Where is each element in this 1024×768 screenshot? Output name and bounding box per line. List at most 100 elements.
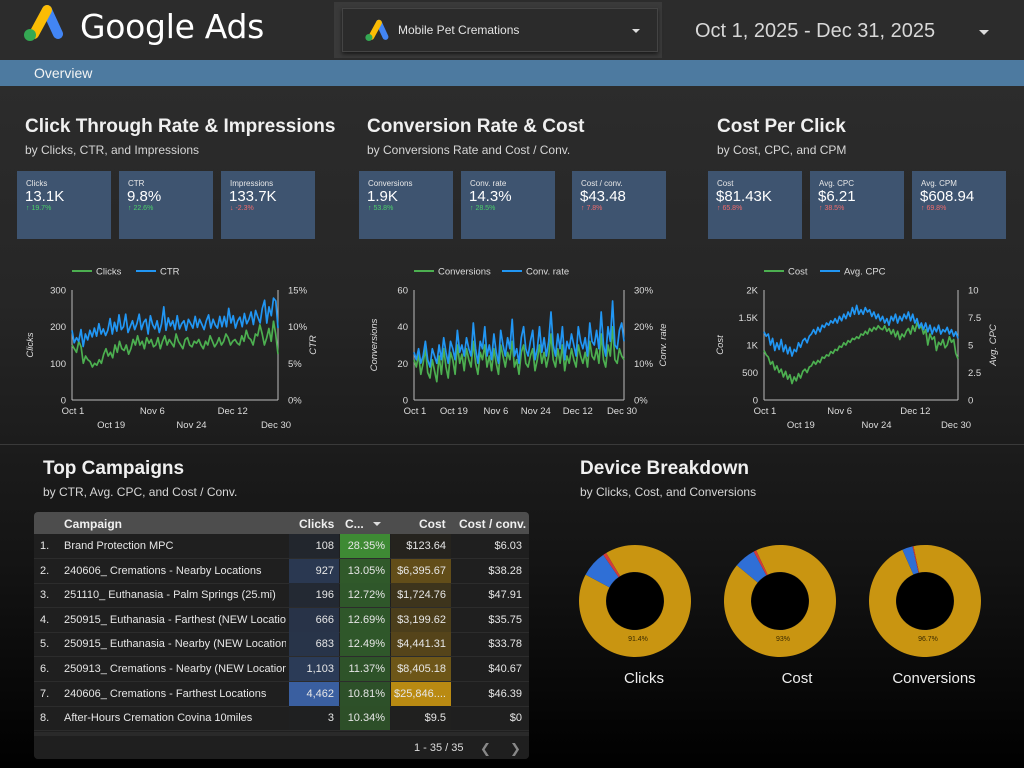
pagination-label: 1 - 35 / 35 [414, 742, 464, 754]
series-line-conv-rate[interactable] [413, 300, 625, 368]
cost-value: $123.64 [391, 534, 451, 558]
row-number: 5. [40, 638, 50, 651]
column-header-campaign[interactable]: Campaign [64, 517, 123, 531]
series-line-cost[interactable] [763, 322, 959, 385]
y-left-tick-label: 1K [746, 341, 758, 352]
cost-per-conv-value: $35.75 [488, 613, 522, 626]
donut-slice[interactable] [869, 545, 981, 657]
donut-slice[interactable] [736, 551, 767, 583]
row-number: 7. [40, 687, 50, 700]
kpi-card-impressions: Impressions 133.7K ↓ -2.3% [221, 171, 315, 239]
cost-per-conv-value: $38.28 [488, 564, 522, 577]
tab-overview[interactable]: Overview [34, 65, 93, 81]
legend-label[interactable]: Conv. rate [526, 267, 569, 278]
series-line-conversions[interactable] [413, 325, 625, 383]
donut-hole [606, 572, 664, 630]
donut-slice[interactable] [585, 554, 619, 588]
clicks-device-donut: 91.4% [579, 545, 691, 657]
donut-slice[interactable] [753, 550, 768, 576]
donut-slice[interactable] [579, 545, 691, 657]
y-right-tick-label: 10% [288, 322, 308, 333]
column-header-clicks[interactable]: Clicks [299, 517, 335, 531]
table-row[interactable]: 7. 240606_ Cremations - Farthest Location… [34, 681, 529, 707]
y-right-tick-label: 20% [634, 322, 654, 333]
clicks-value: 4,462 [289, 681, 339, 706]
table-row[interactable]: 5. 250915_ Euthanasia - Nearby (NEW Locat… [34, 632, 529, 658]
campaign-name: Brand Protection MPC [64, 540, 174, 552]
date-range-chevron-down-icon[interactable] [979, 30, 989, 35]
account-selector[interactable]: Mobile Pet Cremations [342, 8, 658, 52]
x-tick-label: Dec 30 [261, 420, 291, 431]
x-tick-label: Nov 6 [827, 406, 852, 417]
column-header-cost-per-conv[interactable]: Cost / conv. [459, 517, 527, 531]
legend-label[interactable]: Avg. CPC [844, 267, 886, 278]
series-line-ctr[interactable] [71, 297, 279, 348]
donut-slice[interactable] [902, 546, 919, 575]
y-left-tick-label: 300 [50, 286, 66, 297]
ctr-value: 12.49% [340, 632, 390, 657]
kpi-value: 14.3% [469, 188, 512, 205]
donut-slice[interactable] [724, 545, 836, 657]
donut-slice[interactable] [603, 552, 621, 578]
kpi-label: Avg. CPC [819, 179, 854, 188]
conv-section-title: Conversion Rate & Cost [367, 116, 585, 137]
cost-per-conv-value: $0 [509, 712, 522, 725]
series-line-clicks[interactable] [71, 320, 279, 368]
series-line-avg-cpc[interactable] [763, 304, 959, 357]
ctr-value: 10.34% [340, 706, 390, 731]
table-row[interactable]: 4. 250915_ Euthanasia - Farthest (NEW Loc… [34, 607, 529, 633]
top-campaigns-table: Campaign Clicks C... Cost Cost / conv. 1… [34, 512, 529, 759]
table-row[interactable]: 6. 250913_ Cremations - Nearby (NEW Locat… [34, 657, 529, 682]
kpi-card-ctr: CTR 9.8% ↑ 22.6% [119, 171, 213, 239]
y-left-axis-title: Conversions [369, 318, 380, 371]
date-range-label[interactable]: Oct 1, 2025 - Dec 31, 2025 [695, 20, 936, 42]
table-row[interactable]: 1. Brand Protection MPC 108 28.35% $123.64 $6… [34, 534, 529, 559]
clicks-value: 1,103 [289, 657, 339, 681]
ctr-value: 13.05% [340, 558, 390, 583]
x-tick-label: Oct 1 [754, 406, 777, 417]
row-number: 4. [40, 613, 50, 626]
legend-label[interactable]: Conversions [438, 267, 491, 278]
y-left-axis-title: Cost [715, 335, 726, 355]
kpi-delta: ↑ 28.5% [470, 205, 496, 212]
column-header-cost[interactable]: Cost [419, 517, 446, 531]
cost-value: $6,395.67 [391, 558, 451, 583]
next-page-icon[interactable]: ❯ [510, 741, 521, 756]
y-left-tick-label: 0 [61, 396, 66, 407]
clicks-value: 927 [289, 558, 339, 583]
donut-slice[interactable] [912, 546, 920, 573]
y-right-tick-label: 2.5 [968, 368, 981, 379]
kpi-delta: ↑ 38.5% [819, 205, 845, 212]
google-ads-logo-icon [24, 5, 63, 41]
cpc-section-title: Cost Per Click [717, 116, 846, 137]
x-tick-label: Nov 6 [483, 406, 508, 417]
y-right-tick-label: 0% [634, 396, 648, 407]
kpi-label: Clicks [26, 179, 48, 188]
kpi-label: Cost / conv. [581, 179, 623, 188]
sort-desc-icon[interactable] [373, 522, 381, 526]
cost-value: $1,724.76 [391, 583, 451, 608]
x-tick-label: Oct 19 [787, 420, 815, 431]
legend-label[interactable]: Cost [788, 267, 808, 278]
y-right-axis-title: CTR [308, 335, 319, 355]
campaign-name: 250915_ Euthanasia - Nearby (NEW Locatio… [64, 638, 286, 651]
x-tick-label: Dec 12 [900, 406, 930, 417]
legend-label[interactable]: CTR [160, 267, 180, 278]
cost-per-conv-value: $40.67 [488, 663, 522, 675]
kpi-label: CTR [128, 179, 145, 188]
row-number: 2. [40, 564, 50, 577]
donut-hole [896, 572, 954, 630]
table-row[interactable]: 3. 251110_ Euthanasia - Palm Springs (25.… [34, 583, 529, 609]
legend-label[interactable]: Clicks [96, 267, 122, 278]
y-right-tick-label: 0 [968, 396, 973, 407]
table-row[interactable]: 2. 240606_ Cremations - Nearby Locations 9… [34, 558, 529, 584]
kpi-delta: ↑ 53.8% [368, 205, 394, 212]
table-scrollbar[interactable] [34, 732, 529, 736]
prev-page-icon[interactable]: ❮ [480, 741, 491, 756]
table-row[interactable]: 8. After-Hours Cremation Covina 10miles 3 1… [34, 706, 529, 732]
clicks-value: 666 [289, 607, 339, 632]
conversions-donut-label: Conversions [892, 670, 976, 687]
kpi-card-avg-cpm: Avg. CPM $608.94 ↑ 69.8% [912, 171, 1006, 239]
ctr-value: 12.72% [340, 583, 390, 608]
column-header-ctr[interactable]: C... [345, 517, 364, 531]
